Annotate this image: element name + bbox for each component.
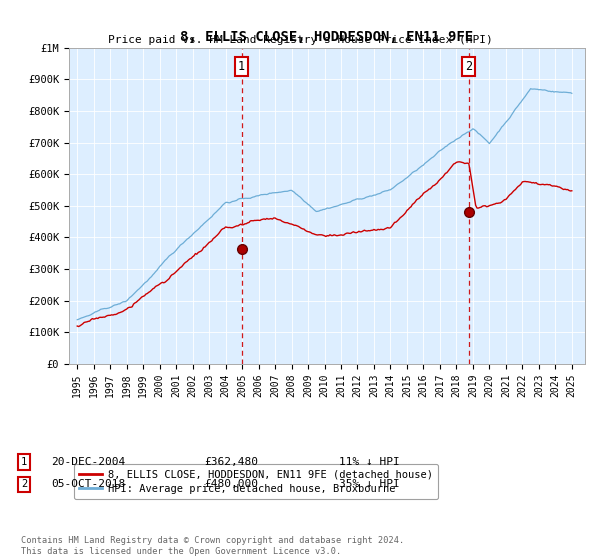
Text: 05-OCT-2018: 05-OCT-2018 xyxy=(51,479,125,489)
Title: 8, ELLIS CLOSE, HODDESDON, EN11 9FE: 8, ELLIS CLOSE, HODDESDON, EN11 9FE xyxy=(181,30,473,44)
Text: 11% ↓ HPI: 11% ↓ HPI xyxy=(339,457,400,467)
Text: 35% ↓ HPI: 35% ↓ HPI xyxy=(339,479,400,489)
Text: Contains HM Land Registry data © Crown copyright and database right 2024.
This d: Contains HM Land Registry data © Crown c… xyxy=(21,536,404,556)
Text: 20-DEC-2004: 20-DEC-2004 xyxy=(51,457,125,467)
Text: £362,480: £362,480 xyxy=(204,457,258,467)
Text: £480,000: £480,000 xyxy=(204,479,258,489)
Text: 2: 2 xyxy=(21,479,27,489)
Text: 1: 1 xyxy=(21,457,27,467)
Text: Price paid vs. HM Land Registry's House Price Index (HPI): Price paid vs. HM Land Registry's House … xyxy=(107,35,493,45)
Text: 2: 2 xyxy=(465,60,472,73)
Legend: 8, ELLIS CLOSE, HODDESDON, EN11 9FE (detached house), HPI: Average price, detach: 8, ELLIS CLOSE, HODDESDON, EN11 9FE (det… xyxy=(74,464,438,499)
Text: 1: 1 xyxy=(238,60,245,73)
